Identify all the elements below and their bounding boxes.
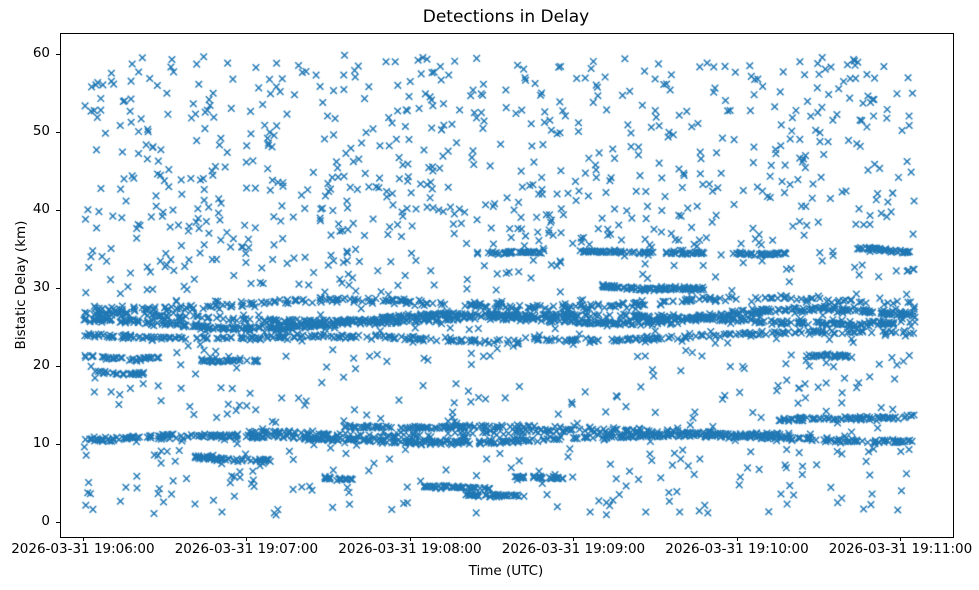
y-tick-mark	[56, 132, 60, 134]
y-tick-mark	[56, 54, 60, 56]
chart-title: Detections in Delay	[422, 7, 590, 27]
x-tick-label: 2026-03-31 19:09:00	[501, 541, 646, 557]
x-tick-mark	[900, 537, 902, 541]
y-tick-label: 40	[32, 201, 50, 218]
x-tick-mark	[409, 537, 411, 541]
y-tick-label: 20	[32, 356, 50, 373]
plot-area	[60, 33, 954, 538]
x-axis-label: Time (UTC)	[468, 563, 544, 579]
y-tick-label: 60	[32, 45, 50, 62]
x-tick-label: 2026-03-31 19:10:00	[665, 541, 809, 557]
x-tick-label: 2026-03-31 19:11:00	[828, 541, 973, 557]
y-tick-label: 30	[32, 279, 50, 295]
y-tick-mark	[56, 365, 60, 367]
y-tick-mark	[56, 210, 60, 212]
y-tick-label: 10	[32, 434, 50, 451]
y-tick-label: 50	[32, 123, 50, 140]
x-tick-mark	[736, 537, 738, 541]
x-tick-mark	[573, 537, 575, 541]
x-tick-label: 2026-03-31 19:08:00	[338, 541, 482, 557]
x-tick-mark	[246, 537, 248, 541]
x-tick-label: 2026-03-31 19:06:00	[11, 541, 155, 557]
y-tick-mark	[56, 521, 60, 523]
x-tick-mark	[82, 537, 84, 541]
y-tick-label: 0	[41, 512, 50, 529]
y-tick-mark	[56, 443, 60, 445]
scatter-canvas	[61, 34, 953, 537]
y-tick-mark	[56, 288, 60, 289]
x-tick-label: 2026-03-31 19:07:00	[174, 541, 319, 557]
